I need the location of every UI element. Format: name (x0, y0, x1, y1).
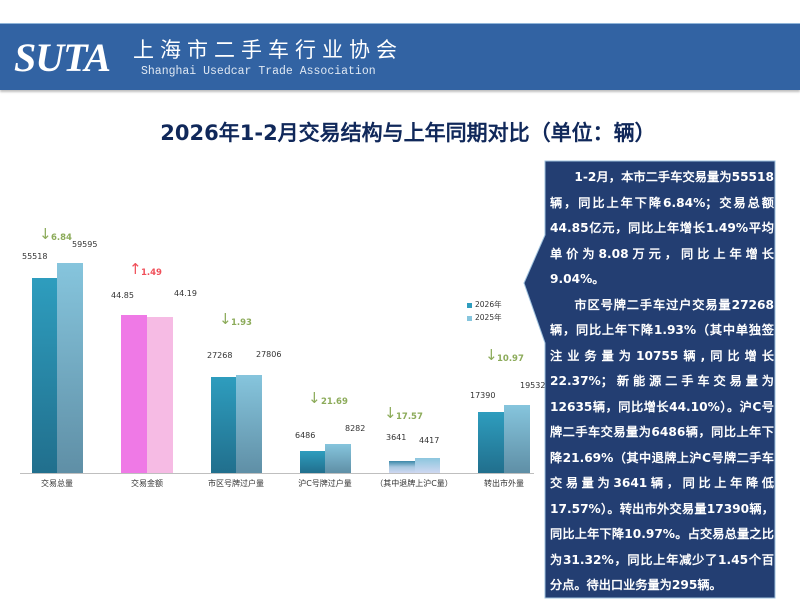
legend-swatch (467, 302, 472, 308)
bar-2025-huc-plate (325, 444, 351, 473)
page-title: 2026年1-2月交易结构与上年同期对比（单位：辆） (160, 121, 656, 145)
value-label: 59595 (72, 240, 98, 249)
bar-2025-total (57, 263, 83, 473)
bar-2025-retired-to-huc (415, 458, 440, 473)
value-label: 3641 (386, 433, 407, 442)
bar-2026-huc-plate (300, 451, 325, 473)
arrow-down-icon: ↓ (39, 225, 52, 243)
summary-paragraph: 市区号牌二手车过户交易量27268辆，同比上年下降1.93%（其中单独签注业务量… (550, 297, 774, 593)
value-label: 44.19 (174, 289, 197, 298)
legend-swatch (467, 315, 472, 321)
chart-legend: 2026年 2025年 (467, 298, 502, 324)
summary-paragraph: 1-2月，本市二手车交易量为55518辆，同比上年下降6.84%；交易总额44.… (550, 170, 774, 286)
legend-item-2025: 2025年 (467, 311, 502, 324)
org-name-en: Shanghai Usedcar Trade Association (141, 65, 376, 78)
arrow-up-icon: ↑ (129, 260, 142, 278)
org-name-cn: 上海市二手车行业协会 (133, 38, 403, 62)
bar-chart: 55518 59595 ↓ 6.84 交易总量 44.85 44.19 ↑ 1.… (20, 225, 545, 488)
legend-item-2026: 2026年 (467, 298, 502, 311)
value-label: 27268 (207, 351, 233, 360)
value-label: 17390 (470, 391, 496, 400)
value-label: 27806 (256, 350, 282, 359)
value-label: 44.85 (111, 291, 134, 300)
bar-2025-outbound (504, 405, 530, 473)
bar-2026-amount (121, 315, 147, 473)
arrow-down-icon: ↓ (219, 310, 232, 328)
value-label: 55518 (22, 252, 48, 261)
bar-2026-total (32, 278, 57, 473)
category-label: 市区号牌过户量 (208, 479, 264, 488)
bar-2026-retired-to-huc (389, 461, 415, 473)
arrow-down-icon: ↓ (384, 404, 397, 422)
bar-2026-city-plate (211, 377, 236, 473)
value-label: 4417 (419, 436, 440, 445)
arrow-down-icon: ↓ (308, 389, 321, 407)
bar-2025-amount (147, 317, 173, 473)
value-label: 6486 (295, 431, 316, 440)
arrow-down-icon: ↓ (485, 346, 498, 364)
category-label: 转出市外量 (484, 479, 524, 488)
value-label: 19532 (520, 381, 546, 390)
category-label: 交易总量 (41, 479, 73, 488)
category-label: 沪C号牌过户量 (298, 479, 352, 488)
category-label: （其中退牌上沪C量） (375, 479, 453, 488)
bar-2025-city-plate (236, 375, 262, 473)
category-label: 交易金额 (131, 479, 163, 488)
bar-2026-outbound (478, 412, 504, 473)
value-label: 8282 (345, 424, 366, 433)
header-banner: SUTA 上海市二手车行业协会 Shanghai Usedcar Trade A… (0, 23, 800, 90)
summary-callout: 1-2月，本市二手车交易量为55518辆，同比上年下降6.84%；交易总额44.… (550, 165, 774, 599)
suta-logo: SUTA (14, 35, 111, 80)
x-axis (20, 473, 534, 474)
